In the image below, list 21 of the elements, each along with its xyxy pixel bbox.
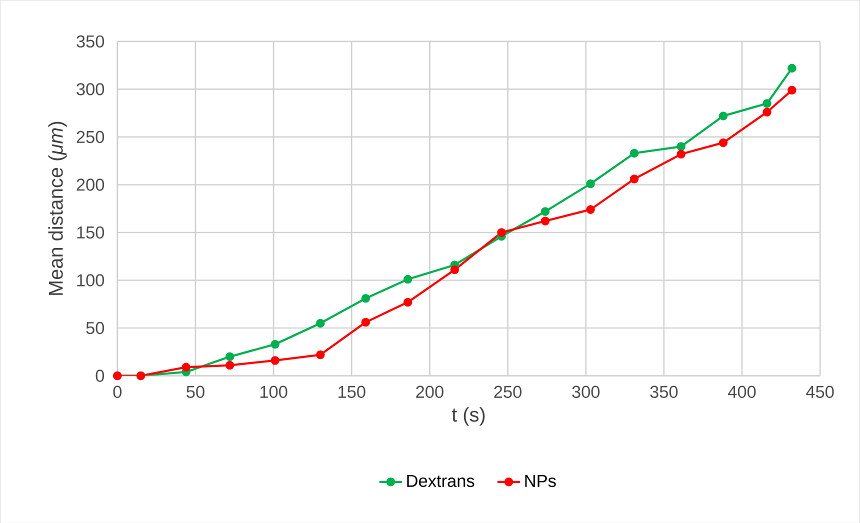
- y-tick-label: 150: [77, 226, 104, 238]
- x-tick-label: 450: [806, 386, 834, 398]
- y-tick-label: 300: [76, 82, 104, 96]
- x-tick-label: 50: [186, 386, 204, 398]
- x-tick-label: 200: [416, 386, 444, 398]
- y-tick-label: 250: [76, 130, 104, 143]
- y-tick-label: 100: [77, 274, 104, 286]
- x-tick-label: 250: [494, 386, 522, 398]
- x-tick-label: 350: [650, 386, 678, 398]
- y-tick-label: 50: [86, 322, 104, 334]
- x-tick-label: 300: [572, 386, 600, 398]
- y-tick-label: 0: [96, 369, 104, 382]
- y-tick-label: 200: [76, 178, 104, 191]
- x-axis-title: t (s): [452, 406, 485, 426]
- x-tick-label: 150: [338, 386, 366, 398]
- x-tick-label: 400: [728, 386, 756, 398]
- x-tick-label: 100: [260, 386, 288, 398]
- legend-label: NPs: [525, 474, 556, 487]
- legend-label: Dextrans: [407, 474, 474, 487]
- x-tick-label: 0: [113, 386, 122, 398]
- y-tick-label: 350: [76, 35, 104, 48]
